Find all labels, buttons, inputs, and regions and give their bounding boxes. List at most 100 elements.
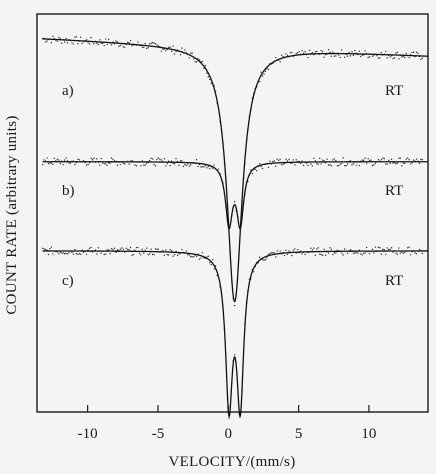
data-point	[288, 158, 290, 161]
data-point	[129, 39, 132, 42]
data-point	[41, 163, 44, 166]
data-point	[97, 43, 100, 46]
data-point	[421, 252, 424, 255]
data-point	[316, 163, 318, 165]
data-point	[144, 164, 146, 166]
data-point	[110, 157, 113, 159]
data-point	[398, 157, 400, 160]
data-point	[327, 48, 330, 51]
data-point	[50, 162, 53, 164]
data-point	[80, 36, 82, 38]
data-point	[194, 61, 196, 63]
data-point	[104, 38, 107, 40]
data-point	[147, 46, 149, 49]
data-point	[157, 248, 160, 251]
data-point	[408, 158, 410, 161]
data-point	[338, 54, 340, 56]
data-point	[402, 252, 405, 255]
data-point	[270, 252, 273, 254]
data-point	[172, 255, 174, 257]
data-point	[74, 164, 76, 166]
data-point	[65, 37, 67, 40]
series-label: c)	[62, 273, 74, 289]
data-point	[307, 164, 309, 167]
data-point	[368, 159, 371, 162]
data-point	[254, 168, 256, 170]
data-point	[288, 250, 290, 252]
data-point	[387, 248, 390, 251]
data-point	[373, 252, 375, 254]
data-point	[124, 46, 126, 48]
data-point	[276, 158, 278, 160]
data-point	[115, 40, 117, 42]
data-point	[421, 57, 424, 60]
data-point	[292, 159, 295, 161]
data-point	[169, 164, 171, 167]
data-point	[72, 43, 75, 45]
data-point	[239, 229, 242, 231]
data-point	[198, 258, 201, 260]
data-point	[316, 50, 318, 53]
data-point	[135, 246, 138, 249]
data-point	[266, 257, 268, 259]
data-point	[354, 252, 356, 254]
data-point	[71, 251, 73, 253]
data-point	[119, 44, 122, 47]
data-point	[128, 248, 130, 251]
x-axis-ticks: -10 -5 0 5 10	[78, 405, 376, 442]
data-point	[163, 48, 166, 50]
data-point	[49, 162, 51, 164]
data-point	[210, 263, 212, 266]
data-point	[207, 165, 210, 168]
data-point	[182, 165, 185, 168]
data-point	[383, 248, 385, 251]
data-point	[82, 251, 85, 254]
data-point	[173, 163, 176, 165]
data-point	[401, 251, 403, 253]
data-point	[141, 46, 144, 48]
data-point	[261, 259, 264, 261]
data-point	[62, 252, 64, 254]
data-point	[263, 73, 265, 75]
data-point	[128, 42, 130, 44]
data-point	[279, 250, 281, 252]
data-point	[77, 253, 79, 256]
data-point	[77, 43, 79, 45]
data-point	[146, 47, 148, 50]
data-point	[392, 251, 394, 253]
data-point	[280, 54, 283, 56]
data-point	[228, 229, 230, 232]
data-point	[333, 252, 336, 254]
data-point	[206, 167, 208, 169]
data-point	[398, 247, 400, 249]
data-point	[371, 55, 374, 57]
data-point	[50, 41, 53, 44]
data-point	[165, 165, 167, 167]
data-point	[377, 246, 380, 248]
data-point	[162, 48, 164, 50]
series-data-points	[41, 35, 424, 307]
data-point	[198, 59, 201, 61]
data-point	[169, 46, 171, 48]
data-point	[421, 159, 424, 161]
data-point	[166, 162, 168, 165]
data-point	[126, 41, 129, 44]
data-point	[217, 168, 220, 170]
data-point	[96, 253, 98, 255]
data-point	[338, 164, 340, 167]
data-point	[324, 53, 327, 56]
data-point	[63, 252, 66, 255]
series-layer: a) RT b) RT c) RT	[41, 35, 429, 419]
data-point	[187, 163, 189, 165]
data-point	[398, 58, 400, 60]
data-point	[264, 70, 267, 73]
data-point	[169, 248, 171, 251]
data-point	[178, 164, 180, 166]
data-point	[77, 158, 79, 160]
data-point	[345, 164, 347, 167]
data-point	[404, 251, 406, 254]
data-point	[209, 167, 211, 170]
data-point	[124, 163, 126, 165]
data-point	[349, 249, 352, 251]
